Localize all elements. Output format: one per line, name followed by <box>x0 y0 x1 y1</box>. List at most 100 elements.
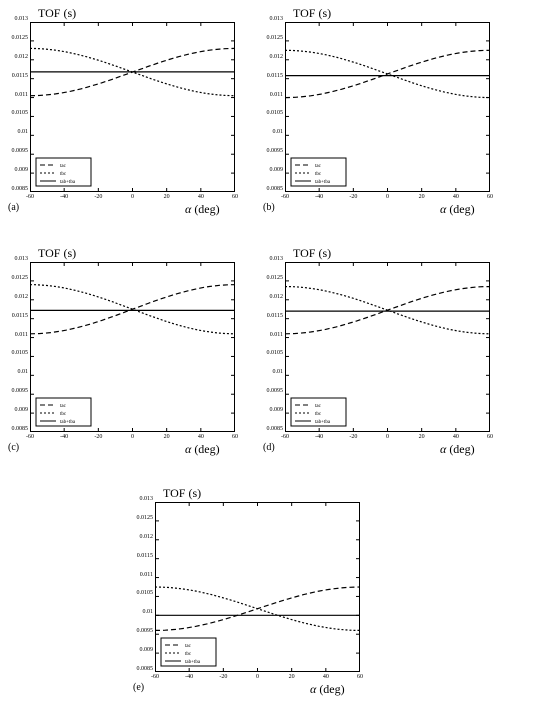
y-tick-label: 0.0125 <box>255 275 283 281</box>
legend-label: tac <box>185 644 192 649</box>
legend-label: tbc <box>60 412 67 417</box>
panel-caption: (c) <box>8 442 19 453</box>
y-tick-label: 0.0085 <box>125 666 153 672</box>
y-tick-label: 0.0085 <box>0 426 28 432</box>
x-tick-label: -40 <box>54 194 74 200</box>
x-tick-label: 60 <box>225 194 245 200</box>
plot-area: tac tbc tab+tba <box>30 22 235 192</box>
y-tick-label: 0.0105 <box>125 590 153 596</box>
x-tick-label: 60 <box>480 194 500 200</box>
x-tick-label: 20 <box>157 434 177 440</box>
chart-panel-d: TOF (s)tactbctab+tba-60-40-2002040600.00… <box>285 260 530 480</box>
x-tick-label: 20 <box>412 434 432 440</box>
y-tick-label: 0.011 <box>125 572 153 578</box>
plot-area: tac tbc tab+tba <box>285 262 490 432</box>
legend-label: tac <box>60 164 67 169</box>
legend-label: tbc <box>60 172 67 177</box>
y-tick-label: 0.011 <box>0 92 28 98</box>
legend-label: tab+tba <box>315 180 331 185</box>
x-tick-label: 40 <box>316 674 336 680</box>
x-tick-label: 40 <box>191 194 211 200</box>
chart-panel-a: TOF (s)tactbctab+tba-60-40-2002040600.00… <box>30 20 275 240</box>
plot-area: tactbctab+tba <box>30 262 235 432</box>
x-tick-label: 0 <box>378 434 398 440</box>
y-tick-label: 0.011 <box>255 92 283 98</box>
panel-caption: (e) <box>133 682 144 693</box>
x-tick-label: 0 <box>123 194 143 200</box>
panel-caption: (b) <box>263 202 275 213</box>
legend-label: tbc <box>315 172 322 177</box>
y-tick-label: 0.0105 <box>0 350 28 356</box>
chart-panel-c: TOF (s)tactbctab+tba-60-40-2002040600.00… <box>30 260 275 480</box>
plot-area: tactbctab+tba <box>155 502 360 672</box>
x-tick-label: -60 <box>145 674 165 680</box>
x-tick-label: -40 <box>54 434 74 440</box>
x-tick-label: -40 <box>309 434 329 440</box>
y-tick-label: 0.0115 <box>0 73 28 79</box>
y-tick-label: 0.0125 <box>0 35 28 41</box>
x-tick-label: 40 <box>191 434 211 440</box>
y-axis-label: TOF (s) <box>38 246 76 261</box>
y-tick-label: 0.01 <box>0 369 28 375</box>
x-tick-label: 20 <box>282 674 302 680</box>
y-tick-label: 0.009 <box>0 407 28 413</box>
plot-area: tac tbc tab+tba <box>285 22 490 192</box>
y-tick-label: 0.009 <box>0 167 28 173</box>
x-tick-label: 0 <box>248 674 268 680</box>
chart-panel-b: TOF (s)tactbctab+tba-60-40-2002040600.00… <box>285 20 530 240</box>
y-tick-label: 0.0085 <box>255 426 283 432</box>
x-tick-label: -60 <box>20 434 40 440</box>
y-tick-label: 0.013 <box>125 496 153 502</box>
y-tick-label: 0.0125 <box>0 275 28 281</box>
y-tick-label: 0.0115 <box>125 553 153 559</box>
y-tick-label: 0.0085 <box>255 186 283 192</box>
y-tick-label: 0.012 <box>255 294 283 300</box>
y-tick-label: 0.012 <box>0 294 28 300</box>
y-tick-label: 0.012 <box>125 534 153 540</box>
x-axis-label: α (deg) <box>310 682 345 697</box>
legend-label: tac <box>315 164 322 169</box>
legend-label: tab+tba <box>185 660 201 665</box>
y-tick-label: 0.0125 <box>125 515 153 521</box>
x-tick-label: 20 <box>412 194 432 200</box>
y-tick-label: 0.0095 <box>255 148 283 154</box>
y-tick-label: 0.0095 <box>0 148 28 154</box>
x-tick-label: -20 <box>88 194 108 200</box>
y-tick-label: 0.0115 <box>255 73 283 79</box>
y-tick-label: 0.013 <box>0 256 28 262</box>
x-tick-label: 60 <box>480 434 500 440</box>
legend-label: tbc <box>315 412 322 417</box>
x-tick-label: -60 <box>275 434 295 440</box>
x-axis-label: α (deg) <box>440 442 475 457</box>
y-tick-label: 0.0095 <box>0 388 28 394</box>
legend-label: tab+tba <box>315 420 331 425</box>
panel-caption: (d) <box>263 442 275 453</box>
y-tick-label: 0.009 <box>255 407 283 413</box>
y-axis-label: TOF (s) <box>38 6 76 21</box>
x-axis-label: α (deg) <box>440 202 475 217</box>
y-tick-label: 0.0105 <box>255 110 283 116</box>
x-tick-label: -20 <box>213 674 233 680</box>
x-tick-label: 0 <box>378 194 398 200</box>
y-tick-label: 0.0095 <box>125 628 153 634</box>
x-tick-label: -20 <box>343 434 363 440</box>
legend-label: tab+tba <box>60 420 76 425</box>
y-tick-label: 0.011 <box>0 332 28 338</box>
legend-label: tac <box>315 404 322 409</box>
chart-panel-e: TOF (s)tactbctab+tba-60-40-2002040600.00… <box>155 500 400 720</box>
x-tick-label: -60 <box>20 194 40 200</box>
y-tick-label: 0.013 <box>255 256 283 262</box>
x-tick-label: 0 <box>123 434 143 440</box>
y-axis-label: TOF (s) <box>163 486 201 501</box>
y-tick-label: 0.0105 <box>255 350 283 356</box>
y-tick-label: 0.009 <box>255 167 283 173</box>
y-tick-label: 0.012 <box>255 54 283 60</box>
x-tick-label: -60 <box>275 194 295 200</box>
y-tick-label: 0.0085 <box>0 186 28 192</box>
x-tick-label: -20 <box>343 194 363 200</box>
x-tick-label: 40 <box>446 194 466 200</box>
x-tick-label: 60 <box>350 674 370 680</box>
legend-label: tab+tba <box>60 180 76 185</box>
y-tick-label: 0.01 <box>125 609 153 615</box>
y-tick-label: 0.0115 <box>255 313 283 319</box>
